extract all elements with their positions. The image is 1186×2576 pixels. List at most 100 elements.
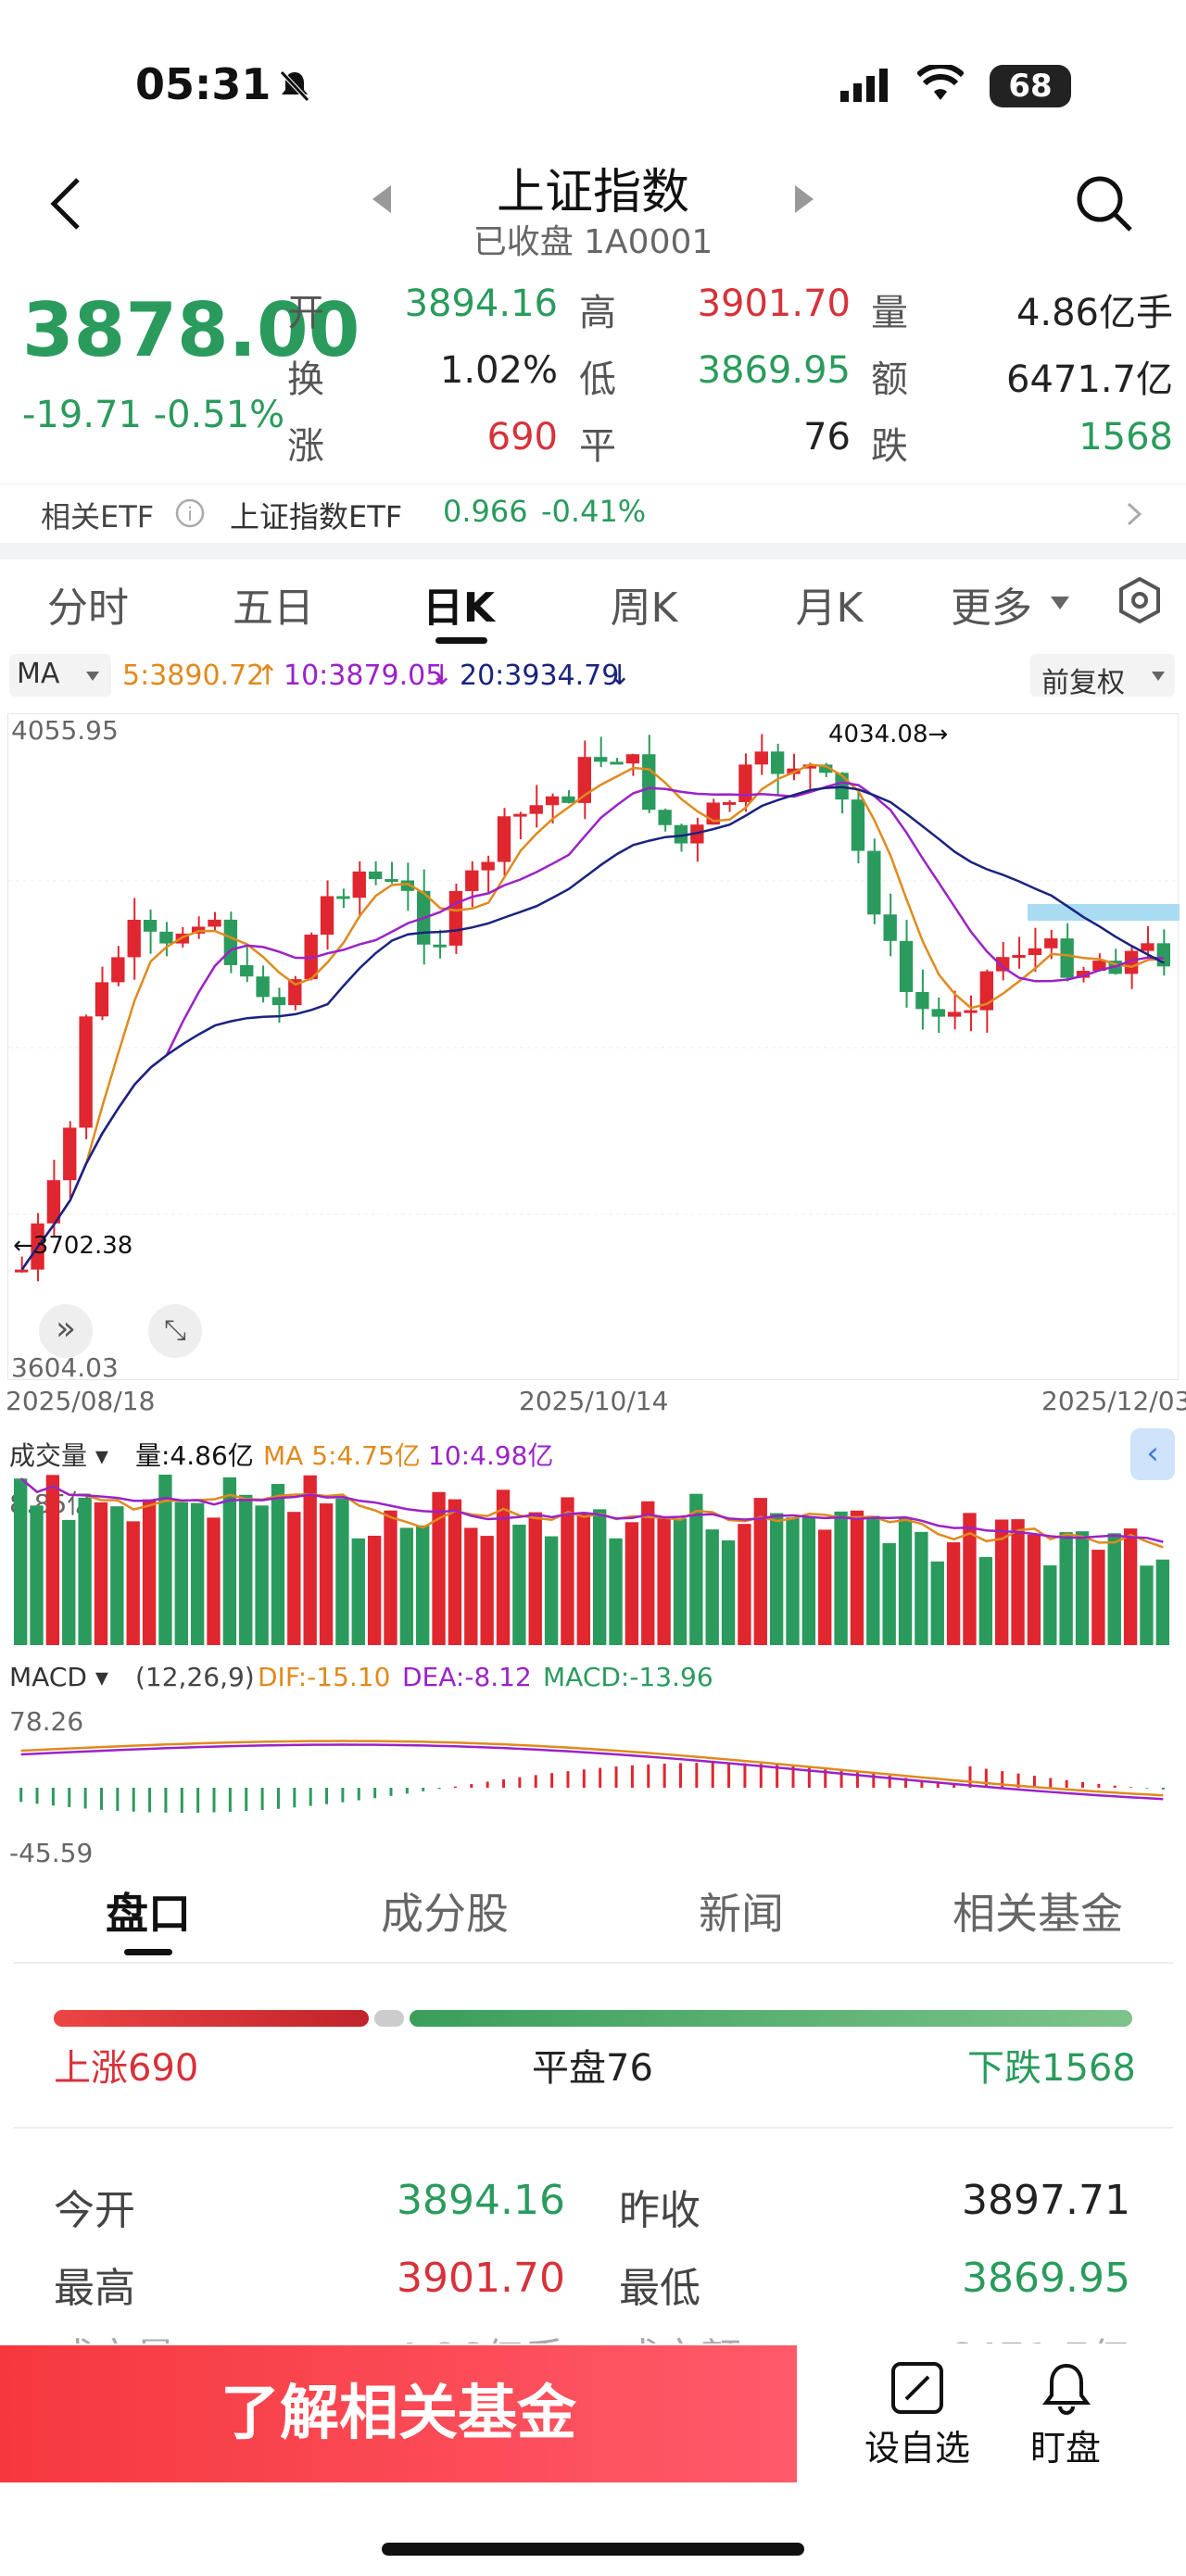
search-icon[interactable] <box>1075 174 1134 233</box>
adjust-selector[interactable] <box>1030 654 1175 697</box>
kline-chart[interactable] <box>7 713 1180 1380</box>
volume-bar <box>239 1494 253 1645</box>
prev-index-icon[interactable] <box>371 183 393 215</box>
add-watchlist-button[interactable]: 设自选 <box>862 2360 973 2471</box>
ma20-arrow: ↓ <box>608 660 632 692</box>
volume-bar <box>416 1525 430 1645</box>
candle <box>320 896 334 936</box>
date-mid: 2025/10/14 <box>519 1386 669 1416</box>
candle <box>465 870 479 891</box>
collapse-panel-icon[interactable]: ‹ <box>1130 1428 1175 1480</box>
macd-selector[interactable]: MACD ▾ <box>9 1662 108 1692</box>
stat-label: 昨收 <box>619 2187 700 2234</box>
volume-bar <box>882 1542 896 1645</box>
stat-value: 3869.95 <box>962 2255 1130 2302</box>
candle <box>1141 943 1154 951</box>
candle <box>1028 948 1042 956</box>
divider <box>13 1962 1173 1964</box>
expand-icon[interactable]: » <box>39 1304 93 1358</box>
candle <box>915 991 929 1010</box>
volume-bar <box>930 1561 944 1645</box>
fullscreen-icon[interactable]: ⤡ <box>148 1304 202 1358</box>
candle <box>577 757 591 803</box>
candle <box>336 896 350 899</box>
volume-bar <box>963 1513 977 1645</box>
ma-line <box>20 781 1165 1271</box>
volume-bar <box>142 1499 157 1645</box>
tab-constituents[interactable]: 成分股 <box>381 1889 509 1939</box>
candle <box>802 764 817 769</box>
edit-square-icon <box>891 2362 943 2414</box>
next-index-icon[interactable] <box>793 183 815 215</box>
mute-bell-icon <box>280 70 309 102</box>
volume-bar <box>738 1524 751 1645</box>
tab-news[interactable]: 新闻 <box>699 1889 784 1939</box>
volume-bar <box>1140 1565 1154 1645</box>
tab-more[interactable]: 更多 <box>951 584 1032 632</box>
tab-monthly-k[interactable]: 月K <box>795 584 864 632</box>
volume-bar <box>384 1510 397 1645</box>
candle <box>448 890 463 946</box>
tab-five-day[interactable]: 五日 <box>233 584 314 632</box>
watch-market-button[interactable]: 盯盘 <box>1010 2360 1121 2471</box>
flat-count: 76 <box>803 416 851 459</box>
open-value: 3894.16 <box>404 283 558 325</box>
tab-weekly-k[interactable]: 周K <box>610 584 678 632</box>
volume-bar <box>110 1506 124 1645</box>
volume-ma5: MA 5:4.75亿 <box>263 1440 421 1471</box>
ma5-value: 5:3890.72 <box>122 660 265 692</box>
volume-bar <box>721 1539 736 1645</box>
candle <box>979 971 994 1011</box>
volume-bar <box>62 1519 76 1645</box>
high-value: 3901.70 <box>697 283 851 325</box>
candle <box>79 1016 93 1128</box>
stat-value: 3894.16 <box>397 2177 565 2224</box>
volume-bar <box>850 1510 864 1645</box>
volume-selector[interactable]: 成交量 ▾ <box>9 1440 108 1471</box>
volume-bar <box>544 1536 559 1645</box>
volume-bar <box>561 1497 574 1645</box>
settings-hexagon-icon[interactable] <box>1117 576 1162 624</box>
volume-bar <box>786 1517 800 1645</box>
learn-funds-button[interactable]: 了解相关基金 <box>0 2345 797 2482</box>
dropdown-icon <box>1152 672 1165 681</box>
volume-bar <box>271 1484 285 1645</box>
flat-label: 平盘76 <box>532 2047 653 2090</box>
candle <box>208 919 221 927</box>
candle <box>385 879 398 883</box>
candle <box>368 871 383 880</box>
volume-bar <box>673 1518 688 1645</box>
macd-value: MACD:-13.96 <box>543 1662 713 1692</box>
low-value: 3869.95 <box>697 349 851 392</box>
back-icon[interactable] <box>46 174 87 233</box>
volume-ma10: 10:4.98亿 <box>428 1440 554 1471</box>
tab-daily-k[interactable]: 日K <box>422 584 496 632</box>
candle <box>529 805 543 814</box>
volume-ma-line <box>19 1477 1164 1549</box>
candle <box>400 880 415 891</box>
volume-chart <box>7 1426 1179 1645</box>
volume-bar <box>834 1511 848 1645</box>
amount-value: 6471.7亿 <box>1006 358 1173 401</box>
candle <box>352 871 366 898</box>
tab-order-book[interactable]: 盘口 <box>106 1889 191 1939</box>
volume-bar <box>1091 1550 1105 1645</box>
up-label: 涨 <box>287 425 324 468</box>
decline-bar <box>410 2010 1132 2027</box>
candle <box>271 997 286 1006</box>
price-change: -19.71 -0.51% <box>22 394 285 436</box>
candle <box>143 920 158 932</box>
info-icon[interactable]: i <box>174 497 206 529</box>
volume-bar <box>45 1475 60 1645</box>
tab-intraday[interactable]: 分时 <box>47 584 129 632</box>
volume-bar <box>1107 1533 1121 1645</box>
volume-bar <box>399 1527 414 1645</box>
related-etf-bar[interactable] <box>0 484 1186 543</box>
tab-related-funds[interactable]: 相关基金 <box>953 1889 1123 1939</box>
candle <box>674 824 688 844</box>
volume-bar <box>78 1497 92 1645</box>
volume-bar <box>641 1501 655 1645</box>
candle <box>819 764 833 773</box>
candle <box>1124 950 1139 974</box>
dropdown-icon <box>1051 597 1069 609</box>
